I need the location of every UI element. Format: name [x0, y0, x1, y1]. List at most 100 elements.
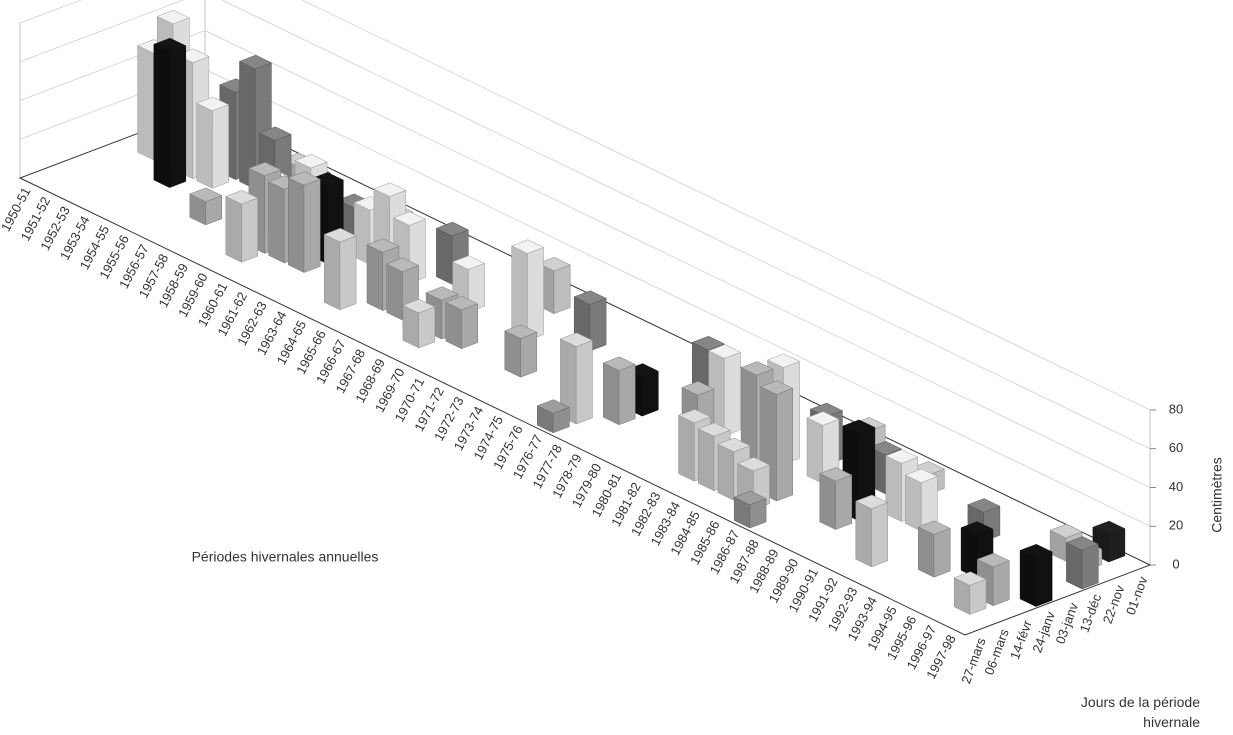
- bar-face: [504, 330, 521, 378]
- bar: [819, 467, 853, 530]
- bar-face: [339, 235, 357, 311]
- bar-face: [677, 409, 712, 424]
- depth-tick-label: 03-janv: [1052, 600, 1081, 646]
- bar: [511, 239, 545, 342]
- bar-face: [511, 239, 545, 254]
- bar-face: [386, 263, 403, 321]
- bar-face: [386, 257, 420, 272]
- bar-face: [241, 197, 258, 263]
- bar-face: [156, 9, 190, 25]
- bar: [287, 171, 321, 273]
- bar-face: [917, 520, 951, 535]
- bar: [733, 490, 767, 529]
- bar-face: [766, 353, 801, 368]
- bar-face: [603, 362, 620, 426]
- bar: [504, 324, 538, 378]
- bar-face: [373, 182, 407, 197]
- bar-face: [871, 502, 888, 568]
- bar-face: [976, 552, 1010, 568]
- bar-face: [697, 422, 731, 437]
- bar-face: [559, 332, 594, 347]
- bar-face: [366, 244, 384, 311]
- bar-face: [153, 37, 187, 53]
- y-tick-label: 20: [1169, 518, 1183, 533]
- bar-face: [402, 299, 436, 314]
- bar-face: [819, 467, 853, 482]
- bar-face: [212, 104, 229, 189]
- bar-face: [196, 96, 230, 112]
- bar: [323, 227, 357, 311]
- bar-face: [835, 474, 853, 530]
- bar-face: [445, 295, 479, 311]
- bar-face: [573, 290, 607, 305]
- bar-face: [904, 468, 939, 483]
- bar-face: [1049, 523, 1083, 539]
- bar-face: [310, 172, 344, 187]
- y-tick-label: 60: [1169, 440, 1183, 455]
- bar: [445, 295, 479, 350]
- bar-face: [681, 381, 715, 396]
- bar-face: [575, 340, 593, 425]
- bar: [402, 299, 436, 349]
- bar-face: [238, 54, 273, 70]
- bar-face: [885, 455, 902, 522]
- bar-face: [1092, 520, 1126, 536]
- bar: [904, 468, 939, 532]
- y-tick-label: 0: [1172, 556, 1179, 571]
- bar-face: [392, 211, 427, 226]
- bar-face: [992, 560, 1010, 607]
- bar-face: [1035, 551, 1053, 607]
- bar-face: [736, 456, 771, 472]
- bar-face: [366, 238, 400, 253]
- bar-face: [288, 177, 305, 273]
- bar-face: [537, 257, 571, 272]
- grid-line: [301, 0, 1151, 411]
- bar-face: [527, 247, 544, 342]
- bar-face: [303, 178, 321, 273]
- bar-face: [905, 474, 922, 532]
- bar-face: [1066, 542, 1083, 590]
- grid-line: [221, 0, 1151, 450]
- bar-face: [294, 154, 328, 169]
- bar-face: [137, 45, 154, 161]
- bar-face: [553, 264, 571, 315]
- bar-face: [717, 443, 734, 501]
- bar-face: [248, 161, 282, 177]
- bar-face: [425, 286, 459, 301]
- grid-line: [19, 0, 82, 24]
- bar-face: [258, 126, 292, 141]
- bar-face: [1019, 550, 1037, 607]
- bar-face: [436, 227, 453, 285]
- bar-face: [960, 527, 978, 579]
- bar-face: [918, 526, 935, 578]
- grid-line: [19, 0, 185, 63]
- depth-tick-label: 24-janv: [1029, 609, 1058, 655]
- bar-face: [153, 43, 170, 188]
- depth-tick-label: 27-mars: [958, 635, 989, 685]
- bar-face: [724, 351, 741, 437]
- bar: [1065, 536, 1099, 590]
- bar: [559, 332, 594, 425]
- y-tick-label: 80: [1169, 401, 1183, 416]
- bar-face: [691, 335, 725, 351]
- bar-face: [868, 441, 903, 456]
- bar-face: [641, 370, 659, 417]
- bar-face: [602, 356, 636, 371]
- bar-face: [461, 303, 478, 350]
- bar-face: [806, 411, 840, 426]
- bar: [153, 37, 187, 188]
- bar-face: [323, 227, 357, 243]
- bar-face: [189, 187, 223, 202]
- y-tick-label: 40: [1169, 479, 1183, 494]
- bar-face: [717, 437, 751, 453]
- bar-face: [740, 361, 774, 376]
- bar-face: [618, 364, 636, 426]
- bar-face: [855, 500, 872, 568]
- depth-tick-label: 14-févr: [1007, 618, 1035, 662]
- bar: [917, 520, 951, 578]
- x-axis-title: Périodes hivernales annuelles: [192, 549, 379, 565]
- bar: [225, 190, 259, 263]
- bar-face: [225, 190, 259, 205]
- bar-face: [418, 306, 436, 349]
